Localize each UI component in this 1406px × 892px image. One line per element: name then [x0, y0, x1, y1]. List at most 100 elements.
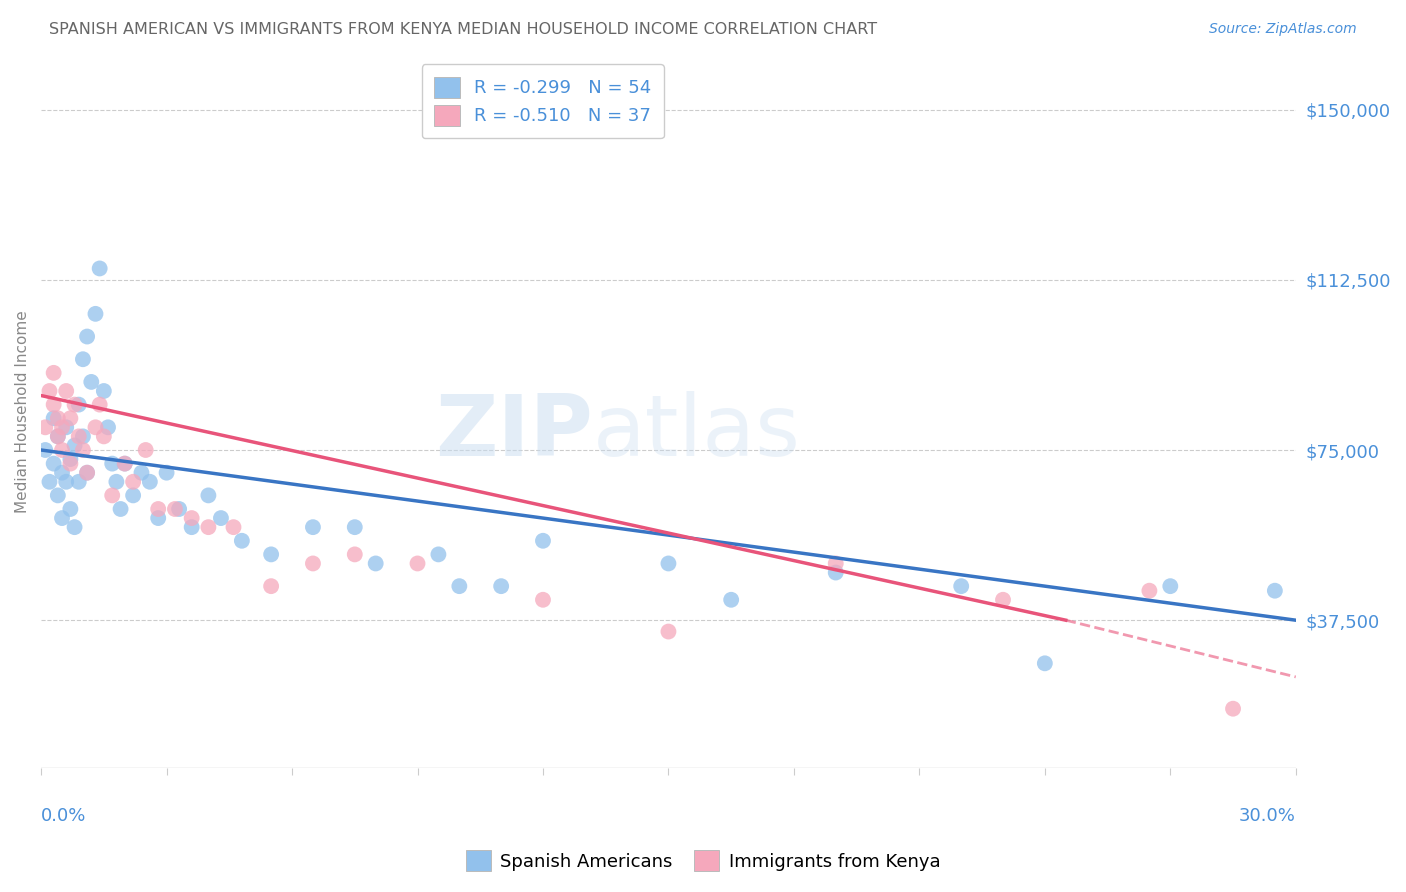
Point — [46, 429, 69, 443]
Point — [67, 475, 90, 489]
Point — [231, 533, 253, 548]
Point — [343, 520, 366, 534]
Legend: R = -0.299   N = 54, R = -0.510   N = 37: R = -0.299 N = 54, R = -0.510 N = 37 — [422, 64, 664, 138]
Point — [51, 420, 73, 434]
Point — [63, 520, 86, 534]
Point — [135, 442, 157, 457]
Point — [222, 520, 245, 534]
Point — [110, 502, 132, 516]
Text: SPANISH AMERICAN VS IMMIGRANTS FROM KENYA MEDIAN HOUSEHOLD INCOME CORRELATION CH: SPANISH AMERICAN VS IMMIGRANTS FROM KENY… — [49, 22, 877, 37]
Point — [51, 442, 73, 457]
Point — [51, 466, 73, 480]
Point — [67, 429, 90, 443]
Point — [489, 579, 512, 593]
Point — [122, 475, 145, 489]
Point — [197, 488, 219, 502]
Point — [824, 566, 846, 580]
Point — [260, 548, 283, 562]
Point — [531, 592, 554, 607]
Point — [76, 466, 98, 480]
Point — [34, 442, 56, 457]
Point — [114, 457, 136, 471]
Point — [1159, 579, 1181, 593]
Point — [59, 411, 82, 425]
Point — [55, 420, 77, 434]
Point — [427, 548, 450, 562]
Point — [80, 375, 103, 389]
Point — [55, 384, 77, 398]
Point — [148, 502, 170, 516]
Point — [42, 366, 65, 380]
Text: ZIP: ZIP — [436, 392, 593, 475]
Point — [93, 384, 115, 398]
Point — [63, 438, 86, 452]
Point — [197, 520, 219, 534]
Point — [34, 420, 56, 434]
Point — [1137, 583, 1160, 598]
Point — [59, 502, 82, 516]
Point — [343, 548, 366, 562]
Point — [89, 261, 111, 276]
Point — [449, 579, 471, 593]
Point — [148, 511, 170, 525]
Point — [260, 579, 283, 593]
Text: Source: ZipAtlas.com: Source: ZipAtlas.com — [1209, 22, 1357, 37]
Point — [824, 557, 846, 571]
Point — [51, 511, 73, 525]
Point — [67, 398, 90, 412]
Point — [72, 352, 94, 367]
Point — [180, 520, 202, 534]
Point — [950, 579, 973, 593]
Point — [42, 398, 65, 412]
Point — [105, 475, 128, 489]
Point — [131, 466, 153, 480]
Point — [84, 307, 107, 321]
Point — [657, 624, 679, 639]
Y-axis label: Median Household Income: Median Household Income — [15, 310, 30, 513]
Point — [59, 457, 82, 471]
Point — [364, 557, 387, 571]
Text: 30.0%: 30.0% — [1239, 807, 1296, 825]
Point — [42, 411, 65, 425]
Legend: Spanish Americans, Immigrants from Kenya: Spanish Americans, Immigrants from Kenya — [458, 843, 948, 879]
Point — [46, 488, 69, 502]
Point — [101, 457, 124, 471]
Point — [1264, 583, 1286, 598]
Point — [76, 466, 98, 480]
Point — [93, 429, 115, 443]
Point — [46, 429, 69, 443]
Point — [38, 475, 60, 489]
Point — [84, 420, 107, 434]
Point — [122, 488, 145, 502]
Point — [139, 475, 162, 489]
Point — [55, 475, 77, 489]
Point — [720, 592, 742, 607]
Point — [89, 398, 111, 412]
Point — [155, 466, 177, 480]
Point — [38, 384, 60, 398]
Point — [101, 488, 124, 502]
Point — [72, 442, 94, 457]
Point — [531, 533, 554, 548]
Point — [42, 457, 65, 471]
Point — [97, 420, 120, 434]
Point — [63, 398, 86, 412]
Point — [657, 557, 679, 571]
Point — [991, 592, 1014, 607]
Point — [46, 411, 69, 425]
Point — [406, 557, 429, 571]
Point — [114, 457, 136, 471]
Point — [59, 452, 82, 467]
Point — [163, 502, 186, 516]
Point — [302, 520, 325, 534]
Point — [302, 557, 325, 571]
Point — [209, 511, 232, 525]
Point — [72, 429, 94, 443]
Point — [1033, 657, 1056, 671]
Point — [180, 511, 202, 525]
Text: 0.0%: 0.0% — [41, 807, 87, 825]
Point — [1222, 702, 1244, 716]
Text: atlas: atlas — [593, 392, 801, 475]
Point — [76, 329, 98, 343]
Point — [167, 502, 190, 516]
